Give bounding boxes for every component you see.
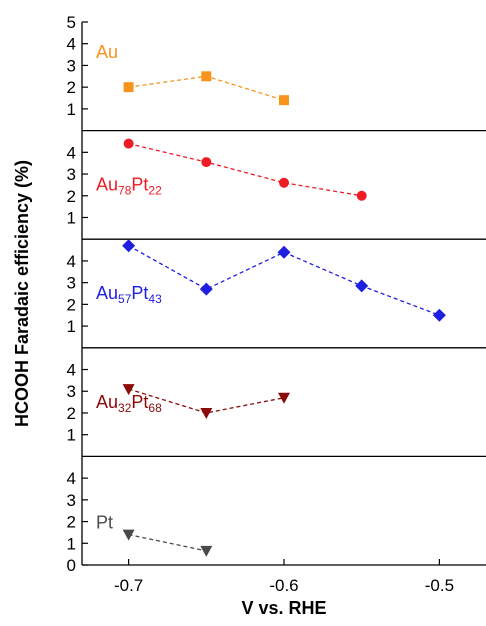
label-text: Pt <box>131 283 148 303</box>
panel-0-ytick-label: 2 <box>67 78 76 97</box>
label-subscript: 78 <box>118 184 132 198</box>
panel-4-series-line <box>128 533 207 552</box>
panel-3-ytick-label: 2 <box>67 404 76 423</box>
label-subscript: 22 <box>148 184 162 198</box>
panel-4-point-1 <box>200 545 213 557</box>
x-axis-title: V vs. RHE <box>241 598 326 618</box>
panel-3-ytick-label: 4 <box>67 361 76 380</box>
label-subscript: 68 <box>148 401 162 415</box>
panel-2-point-1 <box>199 282 213 296</box>
panel-4-ytick-label: 2 <box>67 513 76 532</box>
panel-0-point-2 <box>279 95 289 106</box>
label-text: Au <box>96 175 118 195</box>
panel-1-ytick-label: 4 <box>67 143 76 162</box>
label-text: Pt <box>96 512 113 532</box>
panel-0-point-1 <box>201 71 212 82</box>
label-subscript: 57 <box>118 292 132 306</box>
panel-2-series-label: Au57Pt43 <box>96 283 162 306</box>
panel-3-ytick-label: 3 <box>67 382 76 401</box>
panel-1-ytick-label: 2 <box>67 187 76 206</box>
panel-1-ytick-label: 3 <box>67 165 76 184</box>
panel-3-series-line <box>128 388 285 414</box>
panel-1-point-2 <box>279 177 289 188</box>
panel-1-point-1 <box>201 157 212 168</box>
xtick-label: -0.5 <box>425 576 454 595</box>
panel-3-point-1 <box>200 407 213 419</box>
panel-3-point-2 <box>278 392 290 404</box>
label-text: Au <box>96 283 118 303</box>
panel-2-point-2 <box>277 245 291 259</box>
label-text: Au <box>96 392 118 412</box>
panel-1-ytick-label: 1 <box>67 208 76 227</box>
panel-2-point-0 <box>122 239 136 253</box>
panel-0-ytick-label: 3 <box>67 56 76 75</box>
panel-2-point-4 <box>432 308 446 322</box>
xtick-label: -0.6 <box>269 576 298 595</box>
panel-1-series-line <box>128 142 362 197</box>
panel-3-point-0 <box>122 384 135 396</box>
panel-1-point-3 <box>356 190 367 201</box>
panel-4-point-0 <box>122 529 135 541</box>
panel-2-point-3 <box>355 279 369 293</box>
panel-4-ytick-label: 1 <box>67 534 76 553</box>
panel-2-ytick-label: 3 <box>67 274 76 293</box>
panel-2-ytick-label: 2 <box>67 295 76 314</box>
panel-4-series-label: Pt <box>96 512 113 532</box>
panel-0-series-label: Au <box>96 42 118 62</box>
label-text: Pt <box>131 175 148 195</box>
panel-0-ytick-label: 5 <box>67 13 76 32</box>
label-text: Pt <box>131 392 148 412</box>
panel-2-ytick-label: 1 <box>67 317 76 336</box>
panel-1-series-label: Au78Pt22 <box>96 175 162 198</box>
panel-0-ytick-label: 4 <box>67 35 76 54</box>
panel-3-series-label: Au32Pt68 <box>96 392 162 415</box>
panel-0-ytick-label: 1 <box>67 100 76 119</box>
panel-2-ytick-label: 4 <box>67 252 76 271</box>
panel-3-ytick-label: 1 <box>67 426 76 445</box>
panel-0-point-0 <box>123 82 134 93</box>
label-text: Au <box>96 42 118 62</box>
panel-4-ytick-label: 4 <box>67 469 76 488</box>
y-axis-title: HCOOH Faradaic efficiency (%) <box>12 160 32 427</box>
label-subscript: 43 <box>148 292 162 306</box>
panel-4-ytick-label: 0 <box>67 556 76 575</box>
panel-4-ytick-label: 3 <box>67 491 76 510</box>
xtick-label: -0.7 <box>114 576 143 595</box>
panel-1-point-0 <box>123 138 134 149</box>
label-subscript: 32 <box>118 401 132 415</box>
